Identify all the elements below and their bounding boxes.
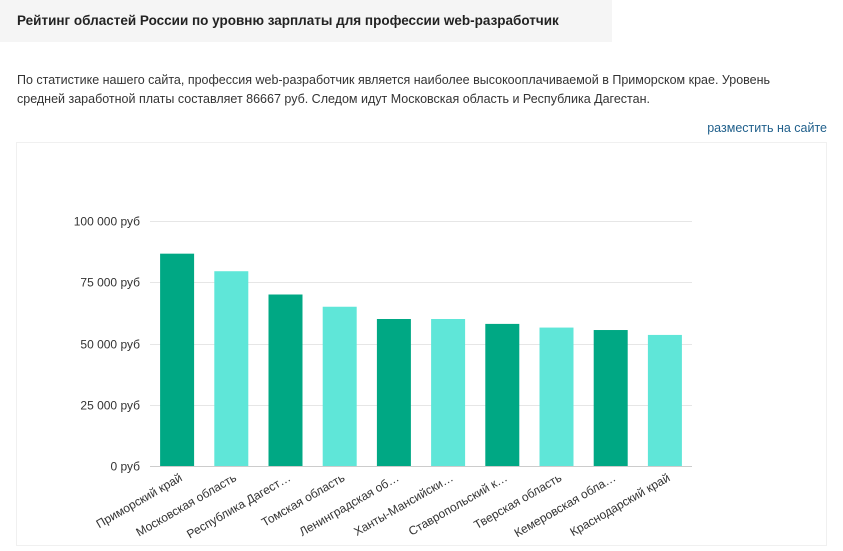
y-tick-label: 25 000 руб bbox=[80, 399, 140, 413]
bar-layer bbox=[160, 253, 682, 467]
page-title: Рейтинг областей России по уровню зарпла… bbox=[17, 13, 559, 28]
y-tick-label: 50 000 руб bbox=[80, 338, 140, 352]
title-bar: Рейтинг областей России по уровню зарпла… bbox=[0, 0, 612, 42]
bar[interactable] bbox=[539, 327, 574, 466]
chart-container bbox=[16, 142, 827, 546]
bar[interactable] bbox=[322, 306, 357, 466]
y-tick-label: 0 руб bbox=[110, 460, 140, 474]
x-tick-label: Ленинградская об… bbox=[297, 470, 402, 539]
bar[interactable] bbox=[593, 330, 628, 466]
y-tick-label: 75 000 руб bbox=[80, 276, 140, 290]
x-tick-label: Ханты-Мансийски… bbox=[351, 470, 455, 538]
bar[interactable] bbox=[268, 294, 303, 467]
bar[interactable] bbox=[485, 323, 520, 466]
x-tick-label: Приморский край bbox=[94, 470, 185, 531]
x-tick-label: Кемеровская обла… bbox=[512, 470, 618, 540]
x-tick-label: Ставропольский к… bbox=[406, 470, 510, 538]
bar[interactable] bbox=[431, 319, 466, 466]
y-tick-layer: 0 руб 25 000 руб 50 000 руб 75 000 руб 100 0… bbox=[74, 215, 140, 474]
x-tick-label: Республика Дагест… bbox=[184, 470, 293, 541]
description-text: По статистике нашего сайта, профессия we… bbox=[17, 73, 771, 106]
bar[interactable] bbox=[160, 253, 195, 466]
y-tick-label: 100 000 руб bbox=[74, 215, 140, 229]
bar[interactable] bbox=[647, 334, 682, 466]
place-on-site-link[interactable]: разместить на сайте bbox=[707, 121, 827, 135]
bar[interactable] bbox=[376, 319, 411, 466]
x-tick-label: Краснодарский край bbox=[568, 470, 673, 539]
bar[interactable] bbox=[214, 271, 249, 466]
